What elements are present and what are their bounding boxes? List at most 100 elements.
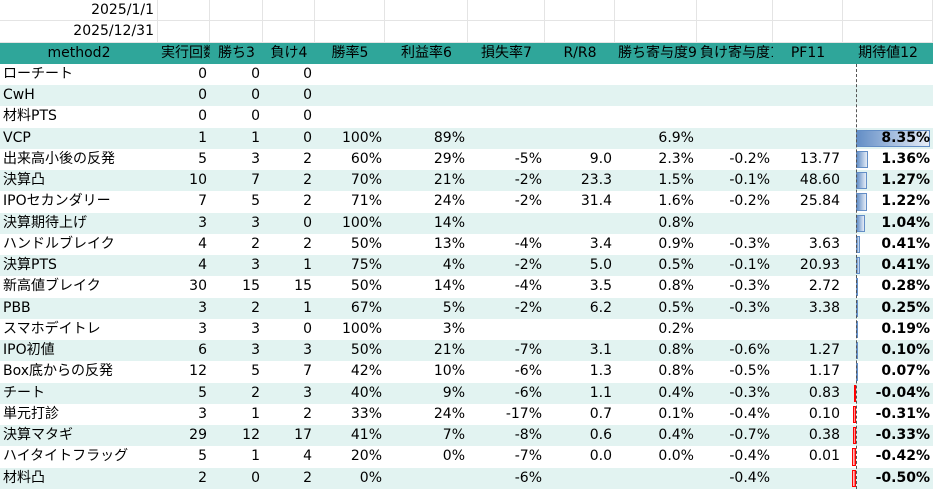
value-cell[interactable]: 48.60 (773, 170, 843, 192)
value-cell[interactable]: 5 (198, 448, 207, 465)
value-cell[interactable] (697, 64, 773, 85)
value-cell[interactable]: -0.4% (729, 405, 770, 422)
value-cell[interactable]: 0.10 (808, 405, 840, 422)
empty-cell[interactable] (615, 0, 697, 22)
value-cell[interactable]: 50% (315, 340, 385, 362)
value-cell[interactable]: 1.6% (658, 193, 694, 210)
empty-cell[interactable] (315, 0, 385, 22)
method-cell[interactable]: 材料PTS (3, 108, 57, 125)
method-cell[interactable]: PBB (0, 297, 158, 319)
value-cell[interactable]: 0.0% (658, 448, 694, 465)
value-cell[interactable]: 4% (385, 255, 468, 277)
value-cell[interactable]: 4 (198, 235, 207, 252)
value-cell[interactable]: 14% (385, 212, 468, 234)
value-cell[interactable]: 1 (158, 127, 210, 149)
value-cell[interactable]: -4% (514, 235, 542, 252)
method-cell[interactable]: ハンドルブレイク (3, 235, 115, 252)
value-cell[interactable]: 12 (210, 425, 263, 447)
method-cell[interactable]: チート (0, 382, 158, 404)
value-cell[interactable]: 0.7 (589, 405, 612, 422)
value-cell[interactable]: 0.8% (615, 212, 697, 234)
value-cell[interactable]: 0 (263, 85, 315, 107)
value-cell[interactable]: 4 (158, 255, 210, 277)
value-cell[interactable] (545, 319, 615, 340)
value-cell[interactable]: 5 (251, 193, 260, 210)
value-cell[interactable]: -7% (514, 448, 542, 465)
value-cell[interactable]: 3.4 (589, 235, 612, 252)
value-cell[interactable]: -0.1% (697, 255, 773, 277)
empty-cell[interactable] (615, 21, 697, 43)
value-cell[interactable]: 13% (433, 235, 465, 252)
value-cell[interactable]: 15 (242, 278, 260, 295)
value-cell[interactable]: 23.3 (545, 170, 615, 192)
value-cell[interactable]: 3 (251, 150, 260, 167)
value-cell[interactable] (773, 127, 843, 149)
value-cell[interactable]: 2 (251, 235, 260, 252)
value-cell[interactable]: -0.2% (729, 150, 770, 167)
value-cell[interactable]: 25.84 (799, 193, 840, 210)
value-cell[interactable]: -0.33% (875, 427, 930, 444)
value-cell[interactable]: 0.2% (658, 320, 694, 337)
value-cell[interactable]: -8% (468, 425, 545, 447)
value-cell[interactable]: 21% (385, 340, 468, 362)
value-cell[interactable]: 0 (303, 65, 312, 82)
value-cell[interactable]: 3 (158, 212, 210, 234)
value-cell[interactable]: 75% (315, 255, 385, 277)
value-cell[interactable]: 3.38 (773, 297, 843, 319)
value-cell[interactable]: 20% (350, 448, 382, 465)
value-cell[interactable]: 30 (189, 278, 207, 295)
value-cell[interactable]: 41% (315, 425, 385, 447)
method-cell[interactable]: ローチート (3, 65, 73, 82)
value-cell[interactable] (545, 106, 615, 127)
header-cell[interactable]: 負け寄与度10 (697, 42, 773, 64)
value-cell[interactable] (468, 127, 545, 149)
empty-cell[interactable] (210, 21, 263, 43)
method-cell[interactable]: 決算期待上げ (0, 212, 158, 234)
value-cell[interactable]: 40% (315, 382, 385, 404)
value-cell[interactable]: 5.0 (545, 255, 615, 277)
empty-cell[interactable] (263, 0, 315, 22)
value-cell[interactable]: 0 (263, 127, 315, 149)
value-cell[interactable] (385, 85, 468, 107)
value-cell[interactable] (773, 106, 843, 127)
value-cell[interactable] (773, 319, 843, 340)
value-cell[interactable]: 0.9% (658, 235, 694, 252)
value-cell[interactable]: 0.10% (881, 342, 930, 359)
method-cell[interactable]: 材料凸 (0, 467, 158, 489)
value-cell[interactable] (545, 127, 615, 149)
value-cell[interactable]: -6% (514, 363, 542, 380)
method-cell[interactable]: IPO初値 (0, 340, 158, 362)
value-cell[interactable]: -0.2% (729, 193, 770, 210)
value-cell[interactable]: 15 (294, 278, 312, 295)
value-cell[interactable]: 0 (198, 65, 207, 82)
value-cell[interactable] (773, 212, 843, 234)
value-cell[interactable] (468, 85, 545, 107)
value-cell[interactable]: 6 (158, 340, 210, 362)
value-cell[interactable] (385, 64, 468, 85)
value-cell[interactable]: 0.0 (589, 448, 612, 465)
value-cell[interactable]: 0.4% (615, 382, 697, 404)
value-cell[interactable]: 0.8% (615, 340, 697, 362)
header-cell[interactable]: R/R8 (545, 42, 615, 64)
value-cell[interactable]: 8.35% (881, 129, 930, 146)
empty-cell[interactable] (773, 21, 843, 43)
value-cell[interactable]: 20.93 (773, 255, 843, 277)
value-cell[interactable]: 1.04% (881, 214, 930, 231)
value-cell[interactable]: 3 (198, 405, 207, 422)
value-cell[interactable]: 1.22% (881, 193, 930, 210)
value-cell[interactable]: 31.4 (580, 193, 612, 210)
value-cell[interactable]: 2 (263, 170, 315, 192)
empty-cell[interactable] (545, 21, 615, 43)
method-cell[interactable]: 出来高小後の反発 (3, 150, 115, 167)
method-cell[interactable]: 決算PTS (0, 255, 158, 277)
value-cell[interactable]: -6% (468, 382, 545, 404)
value-cell[interactable] (468, 64, 545, 85)
value-cell[interactable]: 24% (433, 193, 465, 210)
value-cell[interactable]: 0 (303, 320, 312, 337)
header-cell[interactable]: 期待値12 (843, 42, 933, 64)
method-cell[interactable]: Box底からの反発 (3, 363, 114, 380)
value-cell[interactable]: 29 (158, 425, 210, 447)
value-cell[interactable]: 42% (350, 363, 382, 380)
value-cell[interactable]: 5% (385, 297, 468, 319)
value-cell[interactable]: 3% (442, 320, 465, 337)
